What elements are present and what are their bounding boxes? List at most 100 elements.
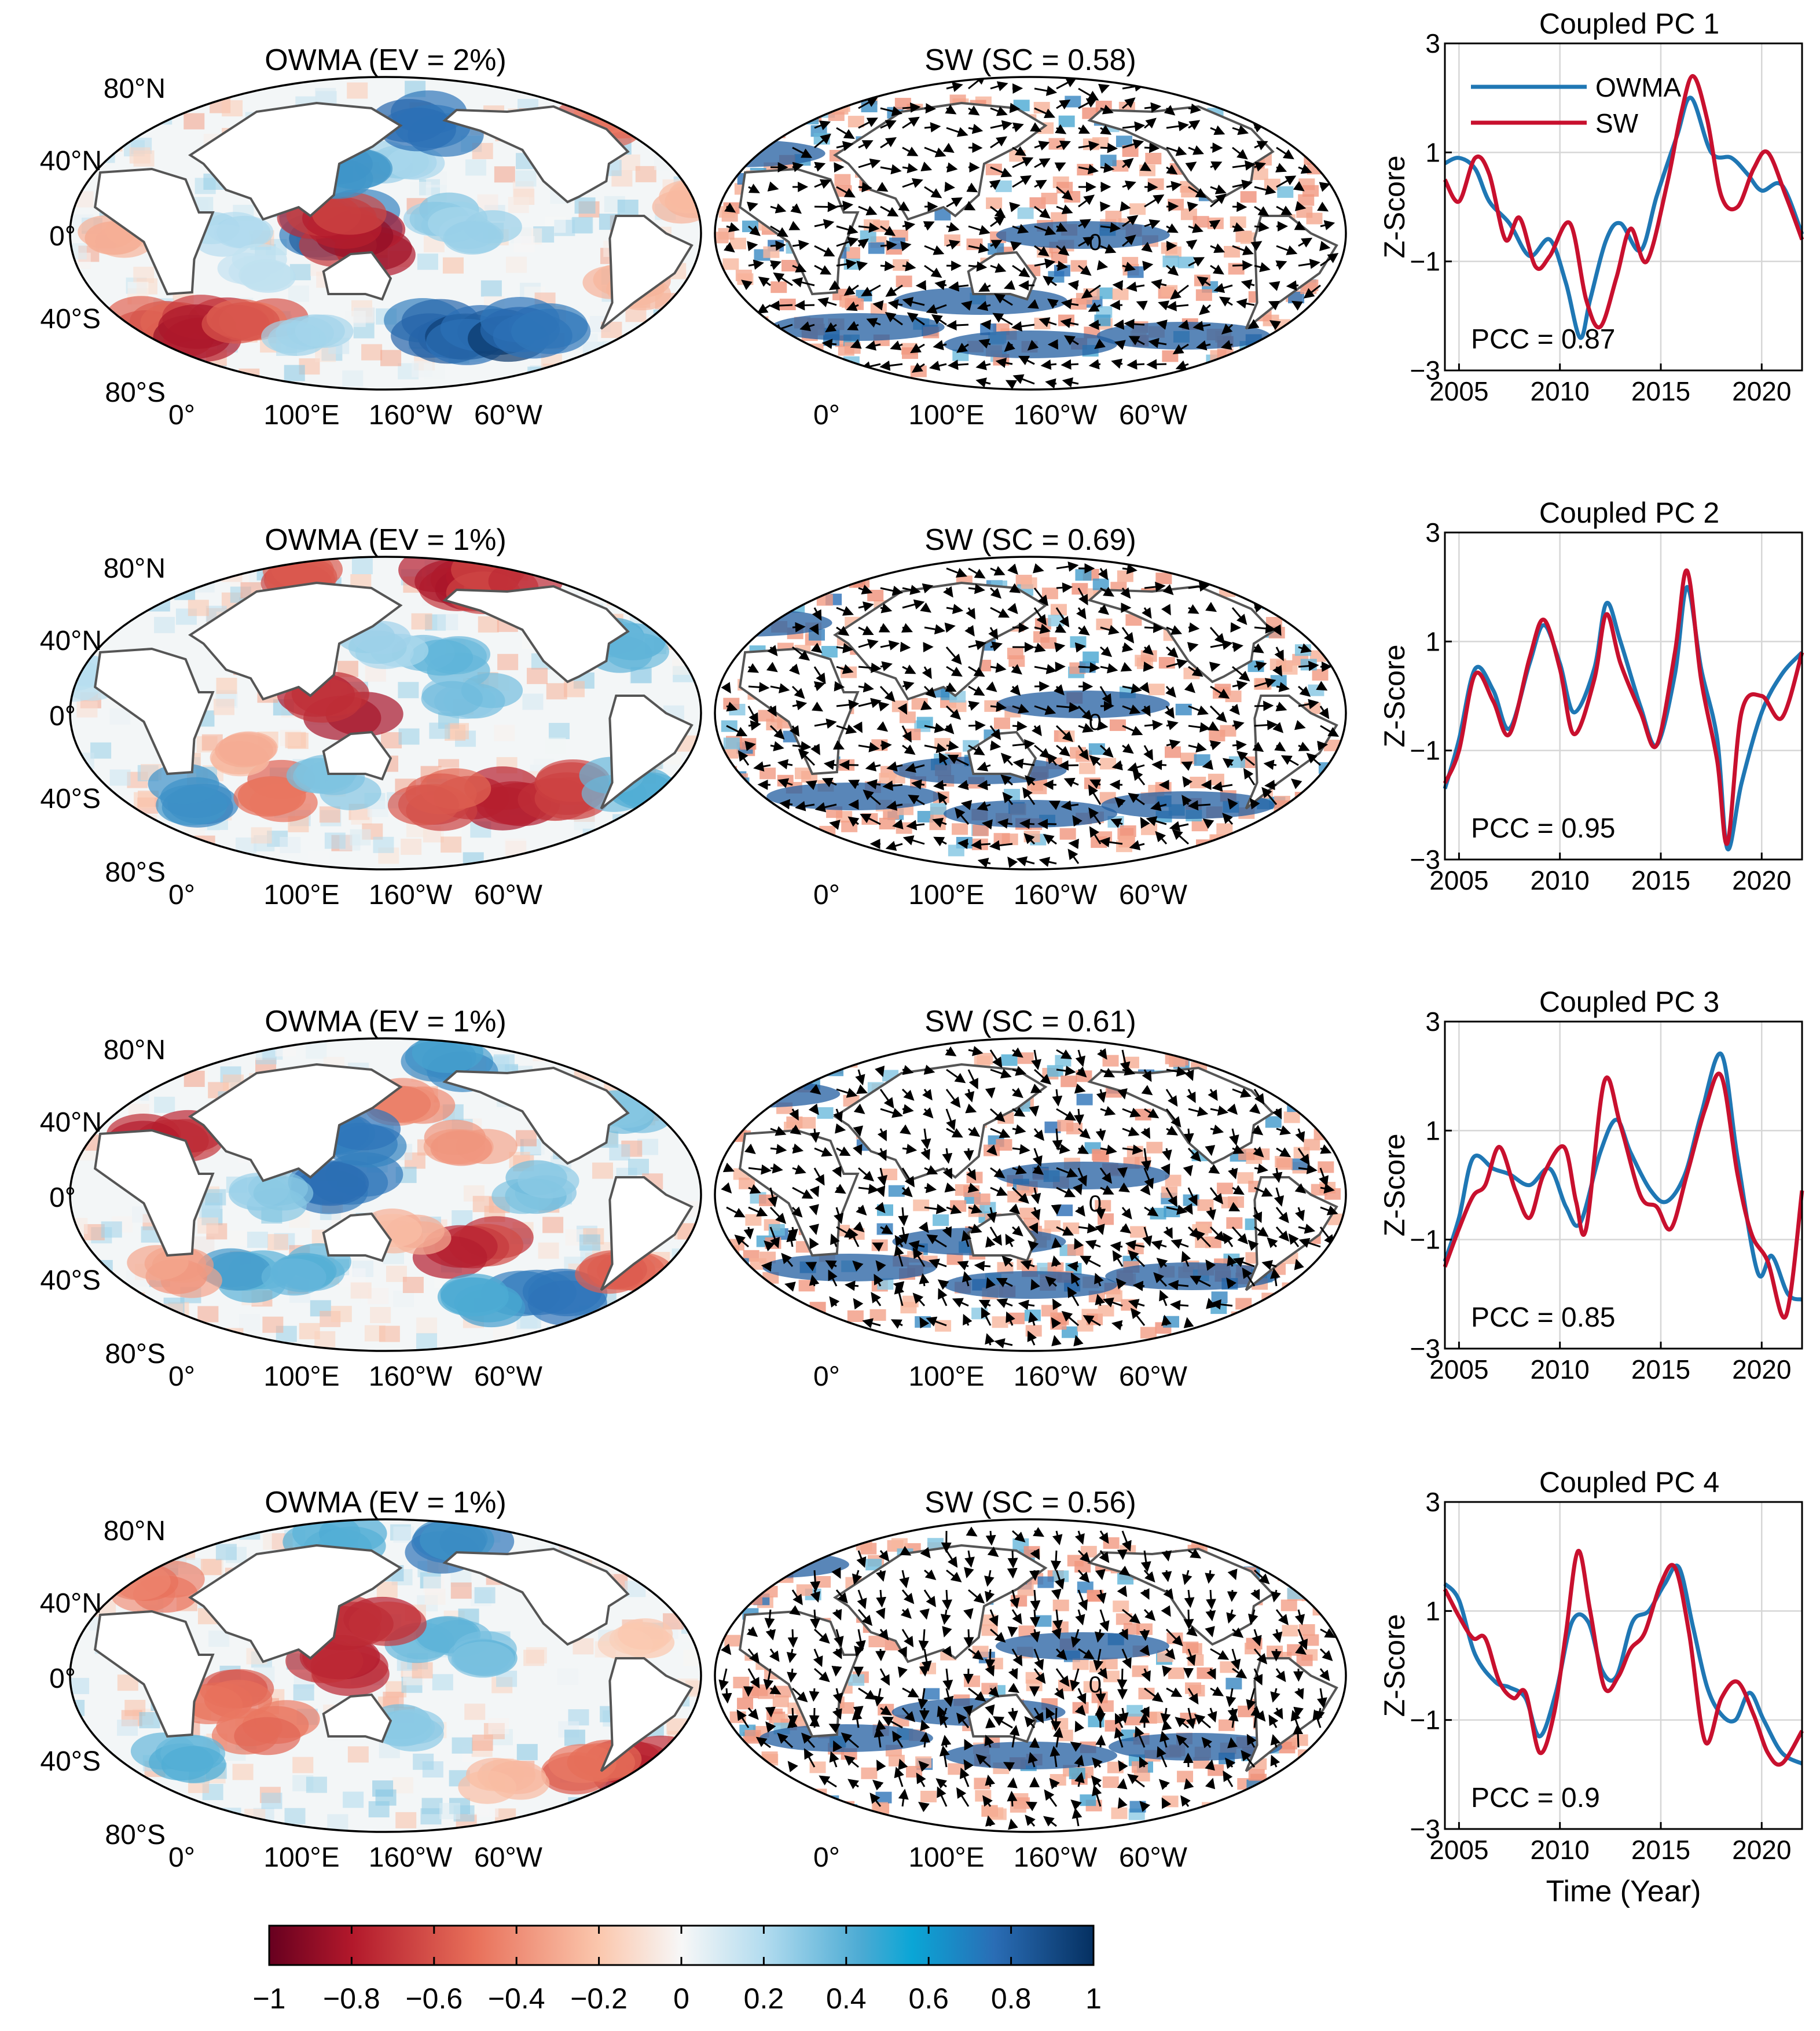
wind-arrow [769, 725, 785, 740]
sw-title: SW (SC = 0.69) [924, 523, 1136, 557]
wind-arrow [1219, 296, 1233, 307]
field-cell [1148, 684, 1165, 696]
field-cell [1229, 99, 1246, 111]
field-cell [164, 363, 186, 380]
wind-arrow [858, 117, 878, 129]
field-cell [432, 1674, 453, 1691]
field-cell [739, 1177, 755, 1189]
wind-arrow [813, 666, 826, 684]
field-cell [992, 1316, 1008, 1328]
wind-arrow [1056, 245, 1070, 256]
wind-arrow [777, 778, 793, 788]
wind-arrow [978, 339, 991, 349]
wind-arrow [748, 682, 770, 693]
field-cell [372, 1780, 394, 1797]
field-cell [1275, 119, 1292, 131]
wind-map-field: 0 [715, 557, 1346, 869]
wind-arrow [968, 261, 988, 272]
field-cell [635, 808, 656, 825]
field-cell [437, 614, 458, 631]
field-cell [1067, 1244, 1084, 1256]
field-cell [575, 568, 597, 585]
wind-arrow [788, 221, 801, 230]
wind-arrow [1210, 184, 1227, 194]
field-cell [848, 1674, 865, 1686]
lat-label: 80°S [105, 1339, 166, 1369]
wind-arrow [1170, 284, 1189, 300]
landmass [188, 101, 403, 221]
owma-map-field [70, 557, 701, 869]
wind-arrow [880, 164, 902, 175]
sw-title: SW (SC = 0.61) [924, 1005, 1136, 1038]
wind-arrow [723, 242, 735, 253]
field-cell [280, 836, 301, 853]
field-cell [1249, 585, 1265, 597]
pc-title: Coupled PC 2 [1539, 497, 1719, 529]
field-cell [798, 581, 815, 593]
wind-arrow [1009, 102, 1021, 113]
anomaly-patch [234, 1717, 301, 1755]
field-cell [523, 1650, 545, 1666]
wind-arrow [1078, 194, 1095, 208]
colorbar-tick-label: 0 [673, 1982, 689, 2015]
anomaly-patch [238, 259, 294, 291]
wind-arrow [814, 265, 832, 275]
field-cell [1155, 572, 1172, 585]
wind-arrow [974, 1261, 991, 1272]
wind-arrow [1254, 161, 1267, 172]
anomaly-patch [387, 784, 460, 826]
legend-label-owma: OWMA [1595, 72, 1682, 102]
wind-arrow [1078, 124, 1091, 134]
x-axis-label: Time (Year) [1546, 1875, 1701, 1908]
wind-arrow [1127, 359, 1145, 370]
y-tick-label: 1 [1425, 137, 1440, 167]
field-cell [718, 227, 735, 240]
wind-map-field: 0 [715, 1038, 1346, 1351]
field-cell [216, 677, 237, 694]
anomaly-patch [511, 308, 591, 354]
wind-arrow [1096, 260, 1109, 270]
lon-label: 60°W [1119, 1842, 1188, 1873]
wind-arrow [1205, 1145, 1216, 1156]
wind-arrow [902, 163, 918, 174]
pc-title: Coupled PC 1 [1539, 8, 1719, 40]
field-cell [398, 682, 419, 699]
wind-arrow [741, 280, 753, 291]
field-cell [342, 370, 364, 387]
wind-arrow [995, 358, 1013, 368]
y-tick-label: 1 [1425, 1115, 1440, 1145]
field-cell [1252, 168, 1268, 181]
lon-label: 100°E [263, 880, 339, 910]
wind-arrow [1007, 1550, 1018, 1569]
wind-arrow [1029, 1570, 1040, 1581]
field-cell [1188, 1685, 1205, 1697]
wind-arrow [836, 200, 854, 211]
field-cell [1208, 773, 1224, 785]
field-cell [948, 844, 964, 857]
field-cell [817, 364, 834, 376]
wind-arrow [1144, 219, 1161, 229]
field-cell [1025, 1325, 1042, 1337]
lat-label: 40°S [40, 1265, 101, 1296]
field-cell [1239, 838, 1256, 850]
field-cell [889, 237, 905, 249]
field-cell [1260, 344, 1277, 356]
x-tick-label: 2020 [1732, 376, 1791, 406]
wind-arrow [963, 1148, 974, 1161]
wind-arrow [1061, 299, 1079, 310]
lon-label: 60°W [474, 1361, 543, 1392]
field-cell [115, 1779, 137, 1796]
field-cell [1190, 776, 1206, 788]
field-cell [167, 835, 188, 852]
field-cell [1232, 91, 1249, 104]
y-tick-label: −1 [1410, 1705, 1440, 1735]
wind-arrow [1294, 201, 1307, 211]
field-cell [1088, 1716, 1105, 1728]
field-cell [1083, 651, 1099, 663]
lat-label: 80°N [104, 1516, 166, 1547]
field-cell [506, 256, 527, 273]
field-cell [429, 722, 450, 739]
field-cell [347, 82, 368, 99]
wind-arrow [1034, 141, 1050, 151]
field-cell [73, 752, 94, 769]
